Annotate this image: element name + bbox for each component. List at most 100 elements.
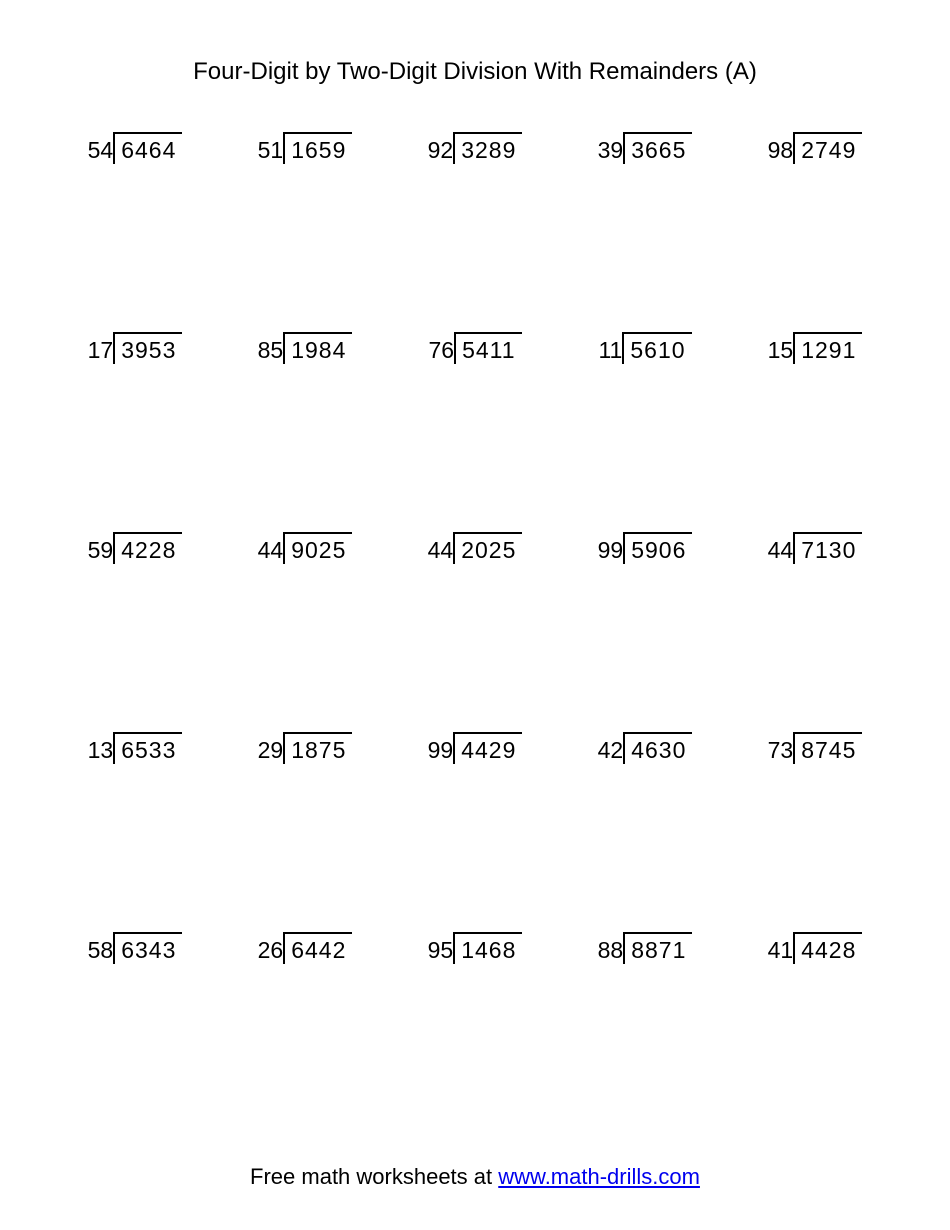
dividend-box: 1291 bbox=[793, 332, 862, 364]
divisor: 73 bbox=[768, 732, 794, 764]
dividend-box: 5411 bbox=[454, 332, 521, 364]
dividend-box: 8745 bbox=[793, 732, 862, 764]
dividend: 3665 bbox=[631, 137, 686, 163]
dividend-box: 4428 bbox=[793, 932, 862, 964]
division-problem: 76 5411 bbox=[390, 332, 560, 532]
division-problem: 11 5610 bbox=[560, 332, 730, 532]
divisor: 99 bbox=[428, 732, 454, 764]
divisor: 13 bbox=[88, 732, 114, 764]
footer: Free math worksheets at www.math-drills.… bbox=[0, 1164, 950, 1190]
divisor: 58 bbox=[88, 932, 114, 964]
dividend: 5411 bbox=[462, 337, 515, 363]
dividend-box: 2025 bbox=[453, 532, 522, 564]
division-problem: 73 8745 bbox=[730, 732, 900, 932]
division-problem: 15 1291 bbox=[730, 332, 900, 532]
dividend-box: 4228 bbox=[113, 532, 182, 564]
dividend-box: 4630 bbox=[623, 732, 692, 764]
divisor: 44 bbox=[258, 532, 284, 564]
division-problem: 26 6442 bbox=[220, 932, 390, 1132]
dividend-box: 8871 bbox=[623, 932, 692, 964]
division-problem: 59 4228 bbox=[50, 532, 220, 732]
division-problem: 58 6343 bbox=[50, 932, 220, 1132]
dividend: 1468 bbox=[461, 937, 516, 963]
divisor: 85 bbox=[258, 332, 284, 364]
dividend: 1984 bbox=[291, 337, 346, 363]
divisor: 88 bbox=[598, 932, 624, 964]
page-title: Four-Digit by Two-Digit Division With Re… bbox=[50, 58, 900, 86]
divisor: 54 bbox=[88, 132, 114, 164]
divisor: 29 bbox=[258, 732, 284, 764]
divisor: 99 bbox=[598, 532, 624, 564]
dividend: 2025 bbox=[461, 537, 516, 563]
dividend: 6464 bbox=[121, 137, 176, 163]
dividend-box: 3953 bbox=[113, 332, 182, 364]
dividend: 1659 bbox=[291, 137, 346, 163]
dividend-box: 1468 bbox=[453, 932, 522, 964]
worksheet-page: Four-Digit by Two-Digit Division With Re… bbox=[0, 0, 950, 1230]
divisor: 76 bbox=[428, 332, 454, 364]
dividend-box: 2749 bbox=[793, 132, 862, 164]
dividend-box: 1659 bbox=[283, 132, 352, 164]
dividend-box: 9025 bbox=[283, 532, 352, 564]
dividend: 7130 bbox=[801, 537, 856, 563]
dividend: 5610 bbox=[630, 337, 685, 363]
divisor: 11 bbox=[598, 332, 622, 364]
division-problem: 99 4429 bbox=[390, 732, 560, 932]
dividend: 3289 bbox=[461, 137, 516, 163]
divisor: 17 bbox=[88, 332, 114, 364]
division-problem: 42 4630 bbox=[560, 732, 730, 932]
division-problem: 29 1875 bbox=[220, 732, 390, 932]
division-problem: 44 9025 bbox=[220, 532, 390, 732]
dividend-box: 5610 bbox=[622, 332, 691, 364]
divisor: 98 bbox=[768, 132, 794, 164]
dividend-box: 6464 bbox=[113, 132, 182, 164]
dividend: 1875 bbox=[291, 737, 346, 763]
dividend: 5906 bbox=[631, 537, 686, 563]
divisor: 92 bbox=[428, 132, 454, 164]
dividend-box: 5906 bbox=[623, 532, 692, 564]
footer-text: Free math worksheets at bbox=[250, 1164, 498, 1189]
division-problem: 99 5906 bbox=[560, 532, 730, 732]
dividend-box: 1875 bbox=[283, 732, 352, 764]
dividend-box: 6343 bbox=[113, 932, 182, 964]
division-problem: 39 3665 bbox=[560, 132, 730, 332]
division-problem: 54 6464 bbox=[50, 132, 220, 332]
division-problem: 98 2749 bbox=[730, 132, 900, 332]
footer-link[interactable]: www.math-drills.com bbox=[498, 1164, 700, 1189]
divisor: 42 bbox=[598, 732, 624, 764]
dividend: 1291 bbox=[801, 337, 856, 363]
divisor: 59 bbox=[88, 532, 114, 564]
divisor: 41 bbox=[768, 932, 794, 964]
dividend: 4428 bbox=[801, 937, 856, 963]
dividend-box: 6442 bbox=[283, 932, 352, 964]
dividend: 4429 bbox=[461, 737, 516, 763]
dividend: 8745 bbox=[801, 737, 856, 763]
divisor: 39 bbox=[598, 132, 624, 164]
divisor: 95 bbox=[428, 932, 454, 964]
division-problem: 17 3953 bbox=[50, 332, 220, 532]
divisor: 51 bbox=[258, 132, 284, 164]
dividend: 4228 bbox=[121, 537, 176, 563]
dividend: 4630 bbox=[631, 737, 686, 763]
dividend: 3953 bbox=[121, 337, 176, 363]
division-problem: 44 7130 bbox=[730, 532, 900, 732]
problem-grid: 54 6464 51 1659 92 3289 39 3665 98 2749 17 3953 85 19… bbox=[50, 132, 900, 1132]
dividend-box: 3665 bbox=[623, 132, 692, 164]
divisor: 26 bbox=[258, 932, 284, 964]
dividend: 6533 bbox=[121, 737, 176, 763]
division-problem: 41 4428 bbox=[730, 932, 900, 1132]
division-problem: 85 1984 bbox=[220, 332, 390, 532]
dividend: 2749 bbox=[801, 137, 856, 163]
division-problem: 442025 bbox=[390, 532, 560, 732]
division-problem: 95 1468 bbox=[390, 932, 560, 1132]
dividend: 6442 bbox=[291, 937, 346, 963]
dividend: 9025 bbox=[291, 537, 346, 563]
division-problem: 888871 bbox=[560, 932, 730, 1132]
dividend: 6343 bbox=[121, 937, 176, 963]
divisor: 44 bbox=[768, 532, 794, 564]
division-problem: 92 3289 bbox=[390, 132, 560, 332]
division-problem: 51 1659 bbox=[220, 132, 390, 332]
dividend-box: 4429 bbox=[453, 732, 522, 764]
dividend-box: 7130 bbox=[793, 532, 862, 564]
divisor: 15 bbox=[768, 332, 794, 364]
